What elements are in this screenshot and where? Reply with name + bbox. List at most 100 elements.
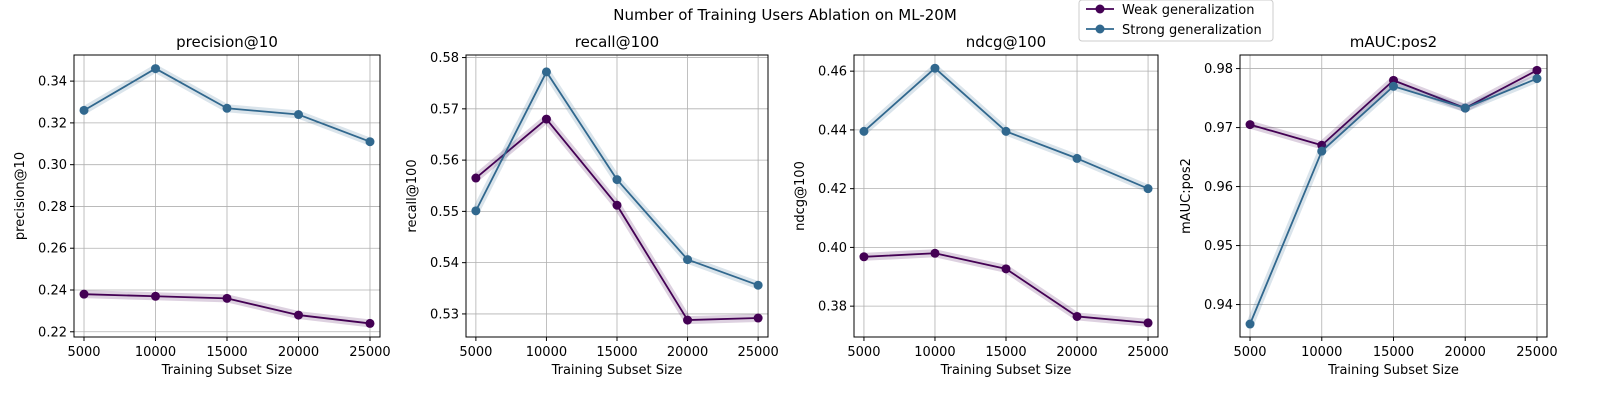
- subplot-title: ndcg@100: [966, 33, 1046, 51]
- x-tick-label: 10000: [1301, 345, 1342, 360]
- data-point: [1001, 264, 1011, 274]
- x-tick-label: 5000: [847, 345, 880, 360]
- legend-label: Strong generalization: [1122, 23, 1262, 38]
- subplot-4: 5000 10000 15000 20000 25000 0.94 0.95 0.96 0.97…: [1179, 33, 1558, 378]
- y-tick-label: 0.34: [38, 75, 67, 90]
- data-point: [859, 252, 869, 262]
- subplot-title: recall@100: [575, 33, 659, 51]
- data-point: [1460, 103, 1470, 113]
- y-axis-label: precision@10: [13, 152, 28, 240]
- data-point: [1245, 319, 1255, 329]
- y-tick-label: 0.42: [818, 182, 847, 197]
- data-point: [151, 291, 161, 301]
- y-tick-label: 0.55: [430, 205, 459, 220]
- x-tick-label: 20000: [1056, 345, 1097, 360]
- data-point: [365, 137, 375, 147]
- x-tick-label: 15000: [985, 345, 1026, 360]
- figure-suptitle: Number of Training Users Ablation on ML-…: [613, 6, 957, 24]
- legend-marker: [1095, 4, 1105, 14]
- data-point: [612, 175, 622, 185]
- y-tick-label: 0.28: [38, 200, 67, 215]
- y-tick-label: 0.56: [430, 154, 459, 169]
- data-point: [683, 315, 693, 325]
- legend-frame: [1078, 0, 1274, 42]
- y-tick-label: 0.57: [430, 102, 459, 117]
- x-tick-label: 10000: [914, 345, 955, 360]
- data-point: [541, 67, 551, 77]
- subplot-1: 5000 10000 15000 20000 25000 0.22 0.24 0.26 0.28…: [13, 33, 391, 378]
- data-point: [79, 289, 89, 299]
- y-tick-label: 0.32: [38, 116, 67, 131]
- y-tick-label: 0.30: [38, 158, 67, 173]
- data-point: [1143, 318, 1153, 328]
- data-point: [1389, 81, 1398, 91]
- data-point: [1532, 74, 1542, 84]
- y-tick-label: 0.46: [818, 65, 847, 80]
- legend-label: Weak generalization: [1122, 3, 1254, 18]
- y-tick-label: 0.94: [1204, 298, 1233, 313]
- y-axis-label: recall@100: [405, 159, 420, 232]
- data-point: [1532, 65, 1542, 75]
- x-tick-label: 25000: [1127, 345, 1168, 360]
- data-point: [612, 200, 622, 210]
- subplot-title: precision@10: [176, 33, 278, 51]
- data-point: [683, 255, 693, 265]
- y-tick-label: 0.96: [1204, 180, 1233, 195]
- x-tick-label: 10000: [135, 345, 176, 360]
- y-tick-label: 0.95: [1204, 239, 1233, 254]
- y-tick-label: 0.53: [430, 307, 459, 322]
- y-tick-label: 0.40: [818, 241, 847, 256]
- y-tick-label: 0.26: [38, 242, 67, 257]
- y-tick-label: 0.58: [430, 51, 459, 66]
- data-point: [151, 64, 161, 74]
- x-tick-label: 25000: [1516, 345, 1557, 360]
- data-point: [859, 126, 869, 136]
- data-point: [293, 310, 303, 320]
- data-point: [541, 114, 551, 124]
- x-tick-label: 25000: [737, 345, 778, 360]
- y-tick-label: 0.24: [38, 284, 67, 299]
- x-axis-label: Training Subset Size: [161, 363, 293, 378]
- subplot-panels: 5000 10000 15000 20000 25000 0.22 0.24 0.26 0.28…: [13, 33, 1558, 378]
- legend: Weak generalization Strong generalization: [1078, 0, 1274, 42]
- data-point: [293, 110, 303, 120]
- data-point: [753, 280, 763, 290]
- x-tick-label: 10000: [526, 345, 567, 360]
- data-point: [1317, 146, 1327, 156]
- x-tick-label: 5000: [459, 345, 492, 360]
- subplot-3: 5000 10000 15000 20000 25000 0.38 0.40 0.42 0.44…: [793, 33, 1169, 378]
- x-tick-label: 25000: [349, 345, 390, 360]
- y-tick-label: 0.97: [1204, 121, 1233, 136]
- x-tick-label: 20000: [278, 345, 319, 360]
- data-point: [753, 313, 763, 323]
- x-axis-label: Training Subset Size: [940, 363, 1072, 378]
- x-tick-label: 15000: [1373, 345, 1414, 360]
- y-axis-label: ndcg@100: [793, 161, 808, 231]
- data-point: [1245, 120, 1255, 130]
- data-point: [79, 105, 89, 115]
- data-point: [471, 206, 481, 216]
- subplot-2: 5000 10000 15000 20000 25000 0.53 0.54 0.55 0.56…: [405, 33, 779, 378]
- y-tick-label: 0.38: [818, 300, 847, 315]
- data-point: [1143, 184, 1153, 194]
- legend-marker: [1095, 24, 1105, 34]
- x-tick-label: 5000: [1233, 345, 1266, 360]
- subplot-title: mAUC:pos2: [1350, 33, 1437, 51]
- y-tick-label: 0.98: [1204, 62, 1233, 77]
- x-axis-label: Training Subset Size: [1327, 363, 1459, 378]
- x-tick-label: 20000: [667, 345, 708, 360]
- data-point: [222, 293, 232, 303]
- data-point: [471, 173, 481, 183]
- x-tick-label: 5000: [67, 345, 100, 360]
- x-tick-label: 20000: [1445, 345, 1486, 360]
- data-point: [1072, 311, 1082, 321]
- x-tick-label: 15000: [206, 345, 247, 360]
- y-axis-label: mAUC:pos2: [1179, 158, 1194, 234]
- data-point: [930, 248, 940, 258]
- x-tick-label: 15000: [596, 345, 637, 360]
- data-point: [222, 103, 232, 113]
- data-point: [1001, 126, 1011, 136]
- data-point: [1072, 153, 1082, 163]
- x-axis-label: Training Subset Size: [551, 363, 683, 378]
